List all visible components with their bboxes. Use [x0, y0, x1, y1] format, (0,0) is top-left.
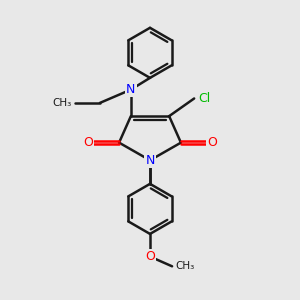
Text: CH₃: CH₃ — [53, 98, 72, 108]
Text: O: O — [83, 136, 93, 149]
Text: N: N — [145, 154, 155, 167]
Text: CH₃: CH₃ — [175, 261, 194, 271]
Text: N: N — [126, 83, 136, 96]
Text: Cl: Cl — [199, 92, 211, 105]
Text: O: O — [145, 250, 155, 263]
Text: O: O — [207, 136, 217, 149]
